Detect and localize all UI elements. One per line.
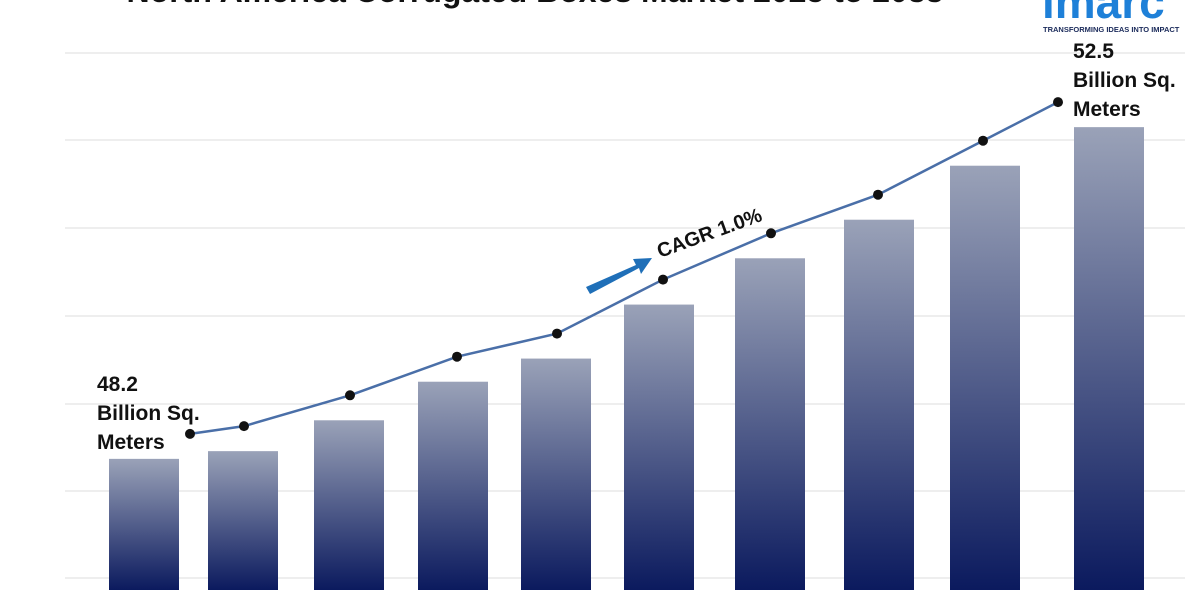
bar xyxy=(418,381,488,590)
trend-point xyxy=(345,390,355,401)
trend-point xyxy=(452,351,462,362)
trend-point xyxy=(239,421,249,432)
trend-point xyxy=(766,228,776,239)
cagr-arrow xyxy=(586,258,652,294)
bar xyxy=(314,420,384,590)
trend-point xyxy=(978,135,988,146)
cagr-label: CAGR 1.0% xyxy=(654,204,765,262)
bar xyxy=(208,451,278,590)
bar xyxy=(521,358,591,590)
trend-point xyxy=(1053,97,1063,108)
trend-point xyxy=(873,189,883,200)
bar xyxy=(844,219,914,590)
bars xyxy=(109,127,1144,591)
value-label: 52.5 Billion Sq. Meters xyxy=(1073,40,1176,122)
brand-tagline: TRANSFORMING IDEAS INTO IMPACT xyxy=(1043,25,1180,34)
bar xyxy=(950,165,1020,590)
trend-line xyxy=(189,101,1059,436)
bar xyxy=(109,458,179,590)
value-label: 48.2 Billion Sq. Meters xyxy=(97,372,200,454)
chart-title: North America Corrugated Boxes Market 20… xyxy=(127,0,944,9)
bar xyxy=(624,304,694,590)
trend-point xyxy=(185,428,195,439)
bar xyxy=(1074,127,1144,591)
bar xyxy=(735,258,805,590)
trend-point xyxy=(552,328,562,339)
brand-logo: imarc xyxy=(1042,0,1165,28)
trend xyxy=(185,97,1063,439)
trend-point xyxy=(658,274,668,285)
